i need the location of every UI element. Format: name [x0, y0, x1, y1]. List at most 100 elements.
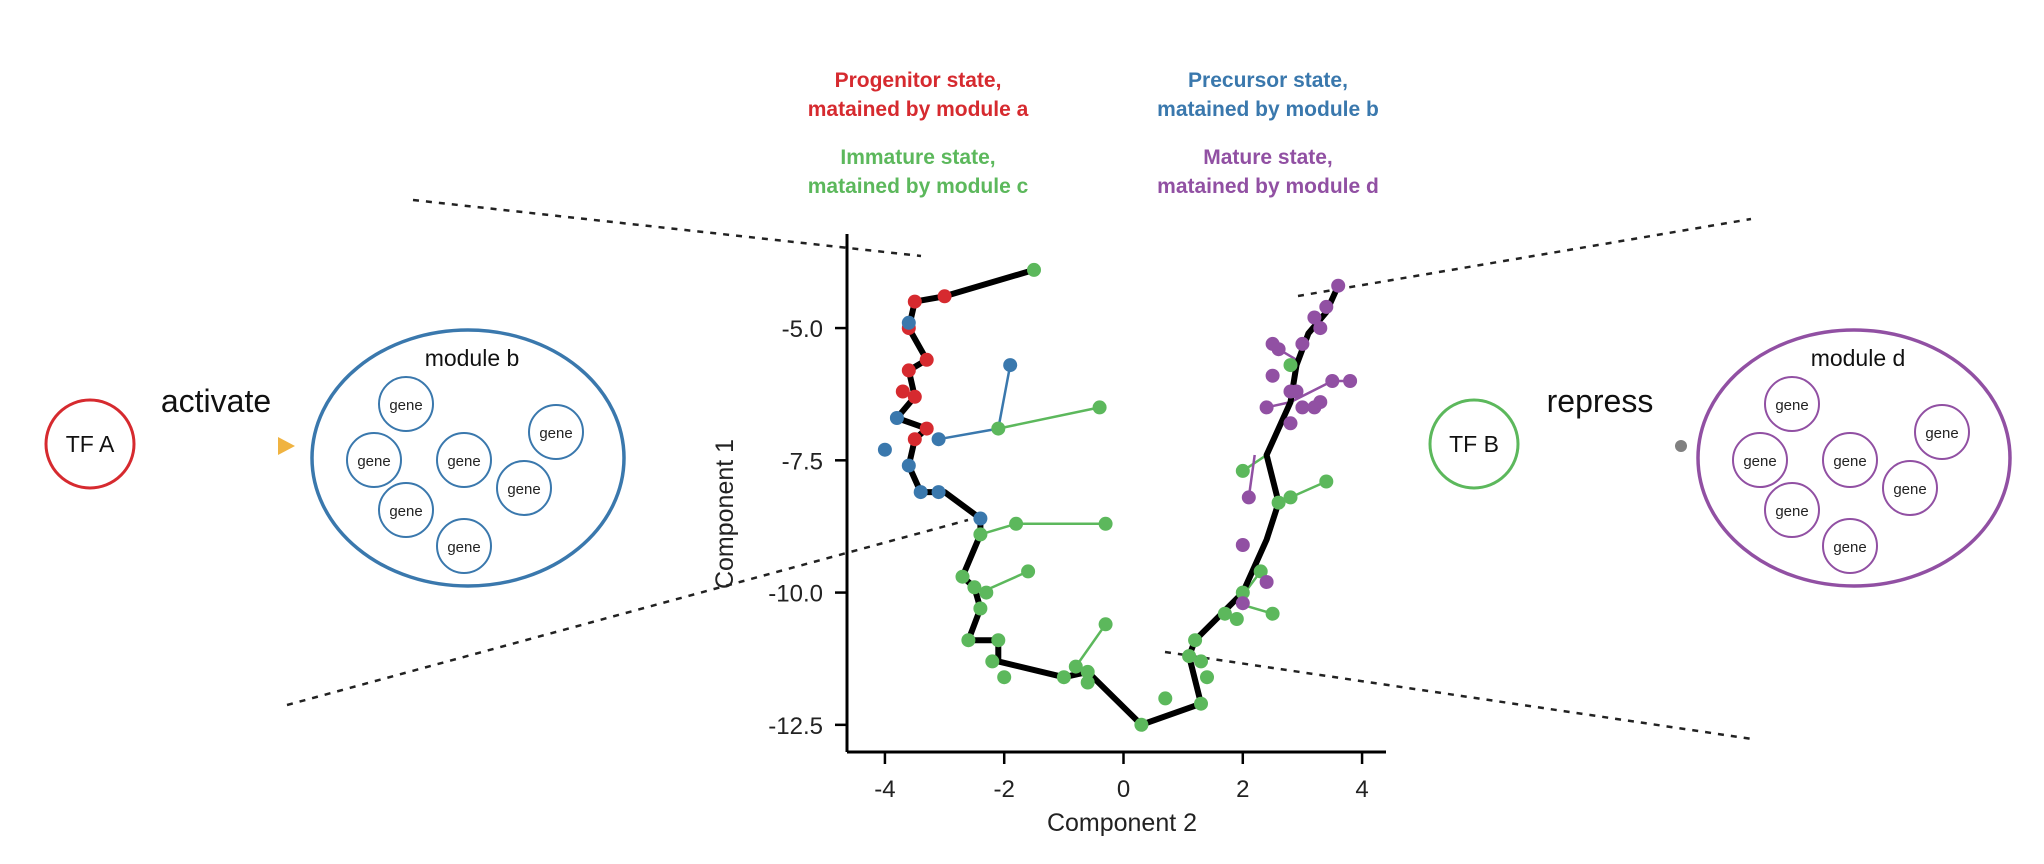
module-d-gene-label: gene: [1775, 503, 1808, 520]
x-tick-label: 4: [1355, 776, 1368, 803]
progenitor-state-point: [937, 289, 952, 304]
zoom-line-left-top: [412, 198, 922, 258]
activate-arrowhead: [278, 437, 295, 455]
immature-state-point: [1098, 617, 1113, 632]
zoom-line-right-bottom: [1164, 650, 1753, 741]
immature-state-point: [1229, 612, 1244, 626]
module-b-gene-circle: [346, 432, 402, 488]
immature-state-point: [991, 633, 1006, 648]
precursor-state-point: [931, 485, 946, 500]
immature-state-point: [967, 580, 982, 595]
module-b-gene-label: gene: [389, 503, 422, 520]
immature-state-point: [1027, 262, 1041, 277]
mature-state-point: [1241, 490, 1256, 505]
module-b-gene-label: gene: [539, 425, 572, 442]
zoom-line-left-bottom: [286, 518, 969, 707]
immature-state-point: [1319, 474, 1334, 489]
legend-progenitor-line2: matained by module a: [808, 98, 1029, 121]
x-axis-title: Component 2: [1047, 809, 1197, 837]
immature-state-point: [961, 633, 976, 648]
mature-state-point: [1235, 538, 1250, 552]
mature-state-point: [1265, 368, 1280, 383]
module-b-title: module b: [425, 345, 520, 371]
immature-state-point: [1200, 670, 1214, 685]
branch-line: [1247, 454, 1256, 498]
immature-state-point: [955, 569, 970, 584]
branch-line: [1074, 623, 1107, 668]
module-d-gene-label: gene: [1833, 539, 1866, 556]
module-d-gene-circle: [1732, 432, 1788, 488]
progenitor-state-point: [895, 384, 910, 399]
immature-state-point: [1217, 606, 1232, 621]
immature-state-point: [1009, 516, 1024, 531]
module-b-genes: gene gene gene gene gene gene gene: [346, 376, 584, 574]
precursor-state-point: [913, 485, 928, 500]
tf-a-node: [44, 398, 136, 490]
module-b-gene-circle: [378, 482, 434, 538]
module-b-gene-circle: [496, 460, 552, 516]
mature-state-point: [1283, 416, 1298, 431]
module-d-gene-label: gene: [1893, 481, 1926, 498]
immature-state-point: [997, 670, 1012, 685]
mature-state-point: [1313, 321, 1328, 336]
precursor-state-point: [877, 442, 892, 457]
module-b-gene-circle: [378, 376, 434, 432]
mature-state-point: [1331, 278, 1346, 293]
mature-state-point: [1235, 596, 1250, 611]
immature-state-point: [985, 654, 1000, 669]
module-d-gene-circle: [1764, 376, 1820, 432]
mature-state-point: [1259, 400, 1274, 415]
x-tick-label: -4: [874, 776, 895, 803]
mature-state-point: [1295, 336, 1310, 351]
branch-line: [980, 522, 1106, 536]
immature-state-point: [1158, 691, 1173, 706]
zoom-line-right-top: [1297, 217, 1752, 298]
chart-points: [877, 262, 1358, 732]
legend-progenitor-line1: Progenitor state,: [835, 69, 1002, 92]
y-tick-label: -12.5: [768, 713, 823, 740]
legend-mature-line1: Mature state,: [1203, 146, 1333, 169]
legend-precursor-line1: Precursor state,: [1188, 69, 1348, 92]
immature-state-point: [973, 527, 988, 542]
module-d-gene-label: gene: [1925, 425, 1958, 442]
precursor-state-point: [1003, 358, 1018, 373]
progenitor-state-point: [919, 352, 934, 367]
x-tick-label: 2: [1236, 776, 1249, 803]
state-legend: Progenitor state, matained by module a P…: [808, 69, 1379, 198]
progenitor-state-point: [901, 363, 916, 378]
module-d-gene-circle: [1764, 482, 1820, 538]
progenitor-state-point: [907, 432, 922, 447]
y-tick-label: -10.0: [768, 581, 823, 608]
trajectory-chart: -4 -2 0 2 4 -5.0 -7.5 -10.0 -12.5 Component 2 Co…: [711, 234, 1386, 837]
module-b-gene-circle: [436, 432, 492, 488]
immature-state-point: [979, 585, 994, 600]
mature-state-point: [1295, 400, 1310, 415]
zoom-guide-lines: [286, 198, 1753, 741]
module-d-gene-circle: [1822, 432, 1878, 488]
mature-state-point: [1289, 384, 1304, 399]
immature-state-point: [1235, 463, 1250, 478]
immature-state-point: [1056, 670, 1071, 685]
x-tick-label: 0: [1117, 776, 1130, 803]
module-b-gene-label: gene: [447, 539, 480, 556]
module-d-gene-label: gene: [1833, 453, 1866, 470]
repress-label: repress: [1547, 383, 1654, 419]
immature-state-point: [1098, 516, 1113, 531]
tf-b-label: TF B: [1449, 431, 1499, 457]
immature-state-point: [1194, 654, 1208, 669]
precursor-state-point: [889, 411, 904, 425]
immature-state-point: [1265, 606, 1280, 621]
mature-state-point: [1343, 374, 1358, 388]
module-d-gene-label: gene: [1743, 453, 1776, 470]
chart-axes: -4 -2 0 2 4 -5.0 -7.5 -10.0 -12.5: [768, 234, 1386, 803]
module-d-gene-circle: [1914, 404, 1970, 460]
legend-precursor-line2: matained by module b: [1157, 98, 1379, 121]
tf-b-node: [1428, 398, 1520, 490]
immature-state-point: [1182, 649, 1197, 664]
module-d-gene-label: gene: [1775, 397, 1808, 414]
precursor-state-point: [931, 432, 946, 447]
precursor-state-point: [973, 511, 988, 526]
mature-state-point: [1313, 395, 1328, 410]
